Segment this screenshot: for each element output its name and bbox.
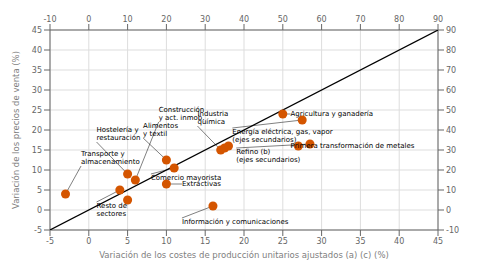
svg-text:25: 25 (278, 237, 288, 246)
svg-text:Comercio mayorista: Comercio mayorista (150, 173, 222, 182)
svg-text:45: 45 (32, 26, 42, 35)
svg-text:10: 10 (446, 186, 456, 195)
svg-text:60: 60 (317, 15, 327, 24)
svg-text:20: 20 (32, 126, 42, 135)
svg-text:20: 20 (446, 166, 456, 175)
svg-text:Extractivas: Extractivas (182, 180, 221, 188)
svg-text:Hostelería yrestauración: Hostelería yrestauración (97, 126, 141, 142)
svg-text:10: 10 (123, 15, 133, 24)
svg-text:60: 60 (446, 86, 456, 95)
svg-text:80: 80 (394, 15, 404, 24)
svg-text:25: 25 (32, 106, 42, 115)
svg-text:Industriaquímica: Industriaquímica (197, 110, 228, 126)
html-text:Construcción: Construcción (158, 106, 205, 115)
svg-text:0: 0 (37, 206, 42, 215)
svg-text:10: 10 (161, 237, 171, 246)
svg-text:90: 90 (446, 26, 456, 35)
svg-text:30: 30 (317, 237, 327, 246)
svg-text:80: 80 (446, 46, 456, 55)
html-text:y act. inmob.: y act. inmob. (158, 114, 205, 123)
svg-text:-10: -10 (446, 226, 459, 235)
svg-text:20: 20 (161, 15, 171, 24)
svg-text:0: 0 (86, 237, 91, 246)
svg-text:40: 40 (394, 237, 404, 246)
svg-text:-5: -5 (34, 226, 42, 235)
svg-text:15: 15 (200, 237, 210, 246)
svg-text:70: 70 (446, 66, 456, 75)
svg-text:Agricultura y ganadería: Agricultura y ganadería (291, 110, 374, 118)
svg-text:Variación de los costes de pro: Variación de los costes de producción un… (99, 250, 389, 260)
svg-text:50: 50 (278, 15, 288, 24)
svg-text:35: 35 (355, 237, 365, 246)
svg-text:-5: -5 (46, 237, 54, 246)
svg-text:70: 70 (355, 15, 365, 24)
svg-text:Resto desectores: Resto desectores (97, 202, 128, 218)
svg-text:Refino (b)(ejes secundarios): Refino (b)(ejes secundarios) (236, 148, 300, 164)
svg-text:40: 40 (446, 126, 456, 135)
svg-text:Información y comunicaciones: Información y comunicaciones (182, 218, 289, 226)
svg-text:35: 35 (32, 66, 42, 75)
svg-text:0: 0 (86, 15, 91, 24)
svg-text:45: 45 (433, 237, 443, 246)
svg-text:5: 5 (125, 237, 130, 246)
svg-text:5: 5 (37, 186, 42, 195)
svg-text:15: 15 (32, 146, 42, 155)
svg-text:40: 40 (32, 46, 42, 55)
svg-text:-10: -10 (43, 15, 56, 24)
svg-text:Alimentosy textil: Alimentosy textil (143, 122, 178, 138)
svg-text:Transporte yalmacenamiento: Transporte yalmacenamiento (80, 150, 140, 166)
svg-text:40: 40 (239, 15, 249, 24)
svg-text:0: 0 (446, 206, 451, 215)
svg-text:30: 30 (200, 15, 210, 24)
svg-text:50: 50 (446, 106, 456, 115)
svg-text:Variación de los precios de ve: Variación de los precios de venta (%) (11, 51, 21, 209)
svg-text:10: 10 (32, 166, 42, 175)
svg-text:Primera transformación de meta: Primera transformación de metales (291, 142, 415, 150)
svg-text:Energía eléctrica, gas, vapor(: Energía eléctrica, gas, vapor(ejes secun… (232, 128, 332, 144)
svg-text:20: 20 (239, 237, 249, 246)
svg-text:30: 30 (446, 146, 456, 155)
svg-text:30: 30 (32, 86, 42, 95)
svg-text:90: 90 (433, 15, 443, 24)
